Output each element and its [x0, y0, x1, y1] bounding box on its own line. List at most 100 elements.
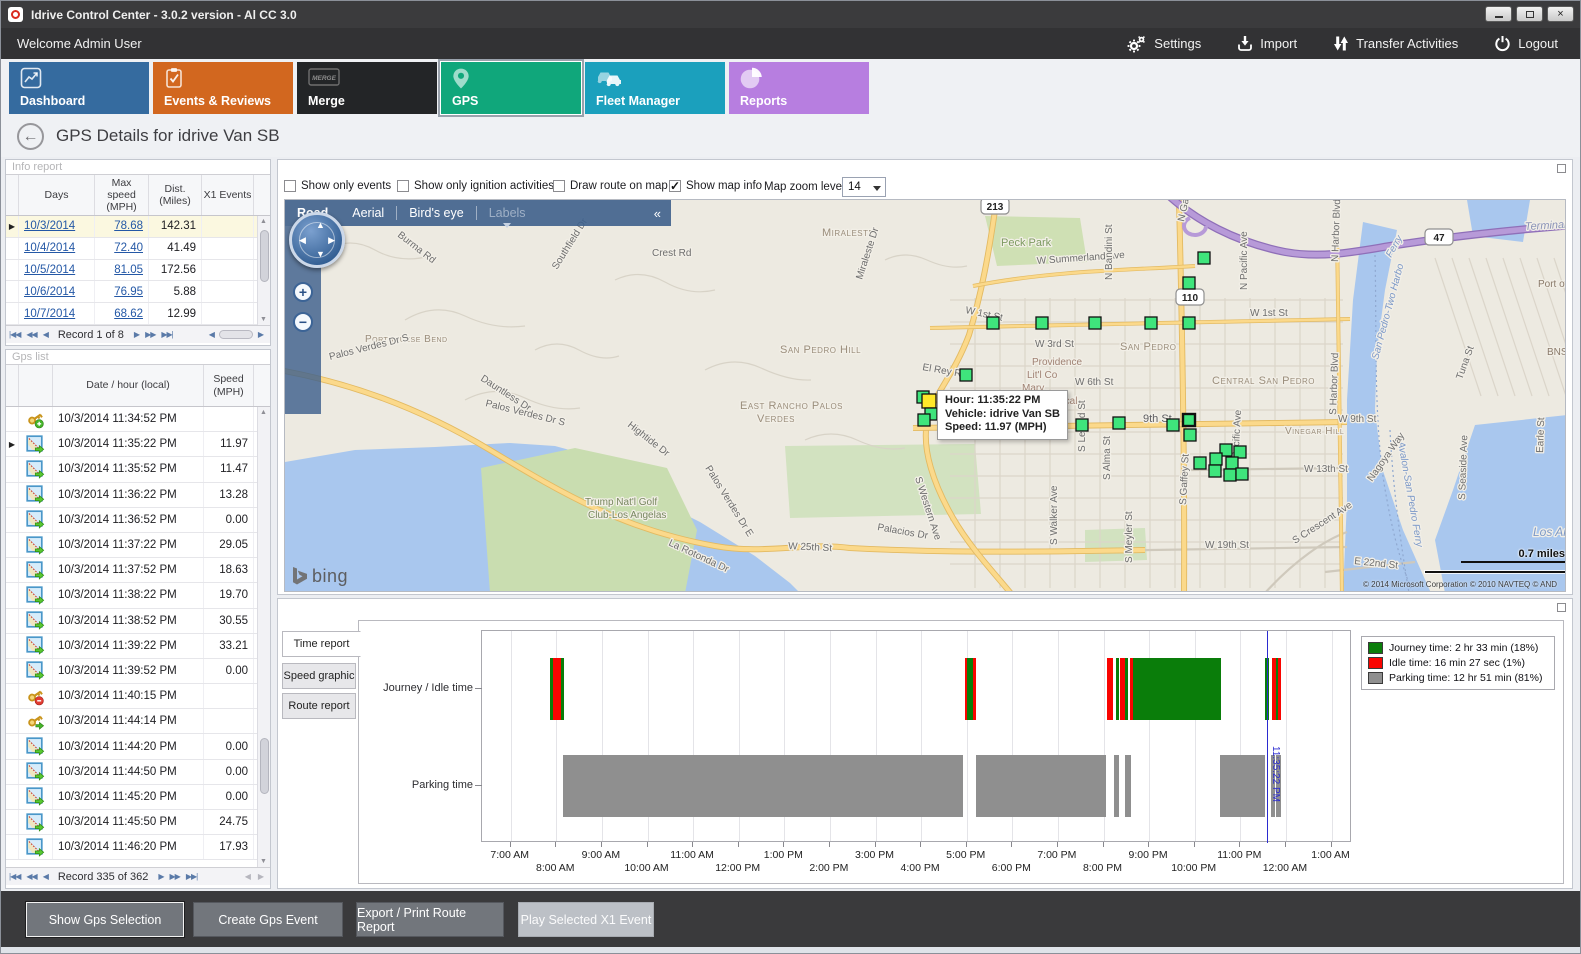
cell-day[interactable]: 10/5/2014	[19, 259, 95, 281]
back-button[interactable]: ←	[17, 123, 44, 150]
checkbox-show-map-info[interactable]: ✓ Show map info	[669, 179, 762, 193]
tab-speed-graphic[interactable]: Speed graphic	[282, 663, 356, 689]
show-gps-selection-button[interactable]: Show Gps Selection	[26, 902, 184, 937]
next-page-button[interactable]: ▶	[158, 872, 164, 881]
map-marker[interactable]	[1209, 452, 1223, 466]
list-item[interactable]: 10/3/2014 11:45:50 PM 24.75	[6, 810, 270, 836]
cell-day[interactable]: 10/3/2014	[19, 216, 95, 237]
panel-maximize-icon[interactable]	[1557, 603, 1566, 612]
scroll-up-icon[interactable]: ▲	[260, 409, 267, 416]
cell-max-speed[interactable]: 68.62	[95, 303, 149, 324]
map-marker[interactable]	[1088, 316, 1102, 330]
checkbox-show-only-ignition-activities[interactable]: Show only ignition activities	[397, 179, 554, 193]
map-view-tab-labels[interactable]: Labels	[489, 206, 526, 228]
maximize-button[interactable]	[1516, 6, 1543, 22]
first-page-button[interactable]: |◀◀	[9, 330, 21, 339]
hscroll-right-icon[interactable]: ▶	[257, 872, 264, 881]
map-marker[interactable]	[959, 368, 973, 382]
map-zoom-select[interactable]: 14	[842, 177, 886, 197]
cell-max-speed[interactable]: 72.40	[95, 237, 149, 259]
list-item[interactable]: 10/3/2014 11:45:20 PM 0.00	[6, 784, 270, 810]
scroll-thumb[interactable]	[259, 738, 269, 795]
pan-up-icon[interactable]: ▲	[316, 220, 325, 230]
cell-day[interactable]: 10/4/2014	[19, 237, 95, 259]
map-marker[interactable]	[1208, 464, 1222, 478]
map-marker[interactable]	[1181, 412, 1197, 428]
map-marker[interactable]	[1182, 276, 1196, 290]
hscroll-right-icon[interactable]: ▶	[257, 330, 264, 339]
list-item[interactable]: 10/3/2014 11:38:22 PM 19.70	[6, 583, 270, 609]
day-link[interactable]: 10/4/2014	[24, 242, 76, 255]
table-row[interactable]: ▶ 10/3/2014 78.68 142.31	[6, 216, 270, 238]
list-item[interactable]: 10/3/2014 11:34:52 PM	[6, 407, 270, 433]
next-page-button[interactable]: ▶	[133, 330, 140, 339]
nav-tile-gps[interactable]: GPS	[441, 62, 581, 114]
nav-tile-merge[interactable]: MERGE Merge	[297, 62, 437, 114]
checkbox-box[interactable]: ✓	[669, 179, 681, 193]
map-marker[interactable]	[1166, 418, 1180, 432]
last-page-button[interactable]: ▶▶|	[161, 330, 173, 339]
tab-time-report[interactable]: Time report	[282, 631, 361, 657]
map-marker[interactable]	[1235, 467, 1249, 481]
map-marker-selected[interactable]	[921, 393, 937, 409]
gps-scrollbar[interactable]: ▲ ▼	[257, 407, 270, 867]
info-scrollbar[interactable]: ▲ ▼	[257, 216, 270, 326]
max-speed-link[interactable]: 72.40	[114, 242, 143, 255]
checkbox-box[interactable]	[553, 180, 565, 192]
max-speed-link[interactable]: 68.62	[114, 307, 143, 320]
map-compass-control[interactable]: ▲ ▼ ◀ ▶	[289, 212, 345, 268]
first-page-button[interactable]: |◀◀	[9, 872, 21, 881]
nav-tile-reports[interactable]: Reports	[729, 62, 869, 114]
hscroll-left-icon[interactable]: ◀	[208, 330, 215, 339]
max-speed-link[interactable]: 76.95	[114, 285, 143, 298]
list-item[interactable]: 10/3/2014 11:36:52 PM 0.00	[6, 507, 270, 533]
topbar-action-import[interactable]: Import	[1237, 35, 1297, 52]
hscroll-thumb[interactable]	[218, 330, 253, 339]
map-view-tab-bird-s-eye[interactable]: Bird's eye	[409, 206, 464, 220]
list-item[interactable]: 10/3/2014 11:40:15 PM	[6, 684, 270, 710]
map-marker[interactable]	[917, 413, 931, 427]
table-row[interactable]: 10/5/2014 81.05 172.56	[6, 259, 270, 282]
checkbox-draw-route-on-map[interactable]: Draw route on map	[553, 179, 668, 193]
list-item[interactable]: 10/3/2014 11:46:20 PM 17.93	[6, 835, 270, 861]
bing-map[interactable]: Miraleste Crest Rd Burma Rd Southfield Dr Mi…	[284, 199, 1566, 592]
tab-route-report[interactable]: Route report	[282, 693, 356, 719]
list-item[interactable]: 10/3/2014 11:39:52 PM 0.00	[6, 658, 270, 685]
day-link[interactable]: 10/7/2014	[24, 307, 76, 320]
cell-max-speed[interactable]: 81.05	[95, 259, 149, 281]
list-item[interactable]: ▶ 10/3/2014 11:35:22 PM 11.97	[6, 432, 270, 458]
checkbox-box[interactable]	[284, 180, 296, 192]
export-print-route-report-button[interactable]: Export / Print Route Report	[356, 902, 504, 937]
map-collapse-button[interactable]: «	[653, 205, 661, 221]
map-marker[interactable]	[1183, 428, 1197, 442]
list-item[interactable]: 10/3/2014 11:44:20 PM 0.00	[6, 734, 270, 760]
max-speed-link[interactable]: 78.68	[114, 220, 143, 233]
map-marker[interactable]	[986, 316, 1000, 330]
topbar-action-settings[interactable]: Settings	[1127, 35, 1201, 53]
list-item[interactable]: 10/3/2014 11:38:52 PM 30.55	[6, 608, 270, 634]
list-item[interactable]: 10/3/2014 11:44:50 PM 0.00	[6, 759, 270, 785]
list-item[interactable]: 10/3/2014 11:39:22 PM 33.21	[6, 633, 270, 659]
list-item[interactable]: 10/3/2014 11:44:14 PM	[6, 709, 270, 735]
fast-prev-button[interactable]: ◀◀	[26, 872, 37, 881]
minimize-button[interactable]	[1485, 6, 1512, 22]
max-speed-link[interactable]: 81.05	[114, 264, 143, 276]
fast-prev-button[interactable]: ◀◀	[26, 330, 37, 339]
list-item[interactable]: 10/3/2014 11:36:22 PM 13.28	[6, 482, 270, 508]
nav-tile-fleet-manager[interactable]: Fleet Manager	[585, 62, 725, 114]
list-item[interactable]: 10/3/2014 11:37:52 PM 18.63	[6, 558, 270, 584]
map-view-tab-aerial[interactable]: Aerial	[352, 206, 385, 220]
zoom-in-button[interactable]: +	[293, 282, 313, 302]
day-link[interactable]: 10/3/2014	[24, 220, 76, 233]
map-marker[interactable]	[1075, 418, 1089, 432]
list-item[interactable]: 10/3/2014 11:37:22 PM 29.05	[6, 532, 270, 559]
nav-tile-dashboard[interactable]: Dashboard	[9, 62, 149, 114]
table-row[interactable]: 10/6/2014 76.95 5.88	[6, 281, 270, 304]
map-marker[interactable]	[1193, 456, 1207, 470]
last-page-button[interactable]: ▶▶|	[185, 872, 198, 881]
topbar-action-transfer-activities[interactable]: Transfer Activities	[1333, 35, 1458, 52]
create-gps-event-button[interactable]: Create Gps Event	[193, 902, 343, 937]
hscroll-left-icon[interactable]: ◀	[244, 872, 251, 881]
cell-day[interactable]: 10/6/2014	[19, 281, 95, 303]
close-button[interactable]: ×	[1547, 6, 1574, 22]
